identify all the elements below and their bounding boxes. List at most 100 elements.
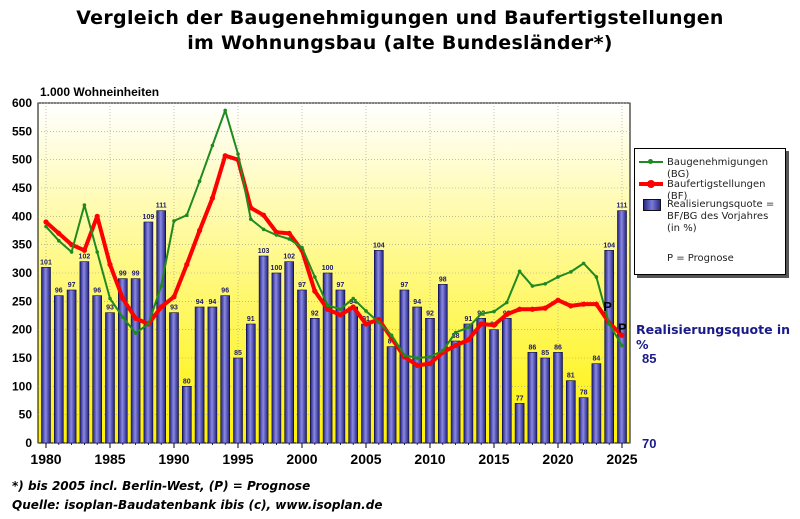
bf-point xyxy=(184,261,190,268)
bar-label: 99 xyxy=(132,271,140,278)
bar-label: 93 xyxy=(170,305,178,312)
legend-prognose: P = Prognose xyxy=(667,253,734,265)
bf-point xyxy=(81,247,87,253)
bar-label: 91 xyxy=(465,316,473,323)
bf-point xyxy=(158,304,164,310)
bf-point xyxy=(107,261,113,268)
bf-point xyxy=(478,321,484,327)
bar-label: 111 xyxy=(156,203,167,210)
bar xyxy=(514,403,525,444)
bar xyxy=(41,267,51,444)
bar-label: 94 xyxy=(209,299,217,306)
bg-point xyxy=(338,307,343,312)
bar xyxy=(348,306,359,444)
bar-label: 77 xyxy=(516,395,524,402)
legend-item-bf: Baufertigstellungen (BF) xyxy=(639,179,785,203)
bf-point xyxy=(286,230,292,236)
bg-point xyxy=(223,108,227,113)
bar xyxy=(92,295,102,444)
legend-label-bf: Baufertigstellungen (BF) xyxy=(667,179,766,202)
bg-point xyxy=(44,224,48,229)
bar-label: 92 xyxy=(426,310,434,317)
bf-point xyxy=(337,312,343,318)
y-tick-label: 150 xyxy=(12,351,32,365)
right-axis-label: Realisierungsquote in % xyxy=(636,322,791,352)
bg-point xyxy=(197,179,202,183)
y-tick-label: 50 xyxy=(19,408,33,422)
bg-point xyxy=(249,217,253,221)
right-tick-label: 85 xyxy=(642,351,656,366)
x-tick-label: 2010 xyxy=(414,451,445,467)
bar xyxy=(553,352,563,444)
bg-point xyxy=(287,237,292,241)
bar xyxy=(604,250,615,444)
bar-label: 81 xyxy=(567,373,575,380)
bar-label: 98 xyxy=(439,276,447,283)
bar xyxy=(246,323,256,444)
bg-point xyxy=(453,330,458,335)
chart-title: Vergleich der Baugenehmigungen und Baufe… xyxy=(0,6,800,56)
bg-point xyxy=(108,296,112,301)
bg-point xyxy=(146,322,151,326)
bf-point xyxy=(517,306,523,312)
bg-point xyxy=(479,312,484,316)
bar xyxy=(169,312,179,444)
y-tick-label: 100 xyxy=(12,379,32,393)
bar xyxy=(450,340,461,444)
bar-label: 85 xyxy=(234,350,242,357)
bar xyxy=(194,306,205,444)
bg-point xyxy=(300,245,304,250)
bg-point xyxy=(185,213,189,217)
bf-point xyxy=(171,294,177,300)
bg-point xyxy=(274,233,279,237)
bar-label: 78 xyxy=(580,390,588,397)
bar xyxy=(233,357,243,444)
right-tick-label: 70 xyxy=(642,436,656,451)
bar-label: 104 xyxy=(373,242,385,249)
bg-point xyxy=(492,309,496,314)
bf-point xyxy=(619,332,625,338)
bar-label: 100 xyxy=(271,265,283,272)
bg-point xyxy=(172,219,176,223)
bg-point xyxy=(620,343,624,348)
bg-line xyxy=(45,109,623,359)
bf-point xyxy=(133,315,139,321)
bg-point xyxy=(57,238,61,243)
bf-point xyxy=(568,303,574,309)
bar-label: 97 xyxy=(68,282,76,289)
bar xyxy=(130,278,141,444)
bg-point xyxy=(581,261,586,266)
bar xyxy=(501,318,512,444)
bar-label: 96 xyxy=(93,288,101,295)
bar xyxy=(309,318,320,444)
bg-point xyxy=(364,309,368,313)
bg-point xyxy=(159,284,163,288)
bg-point xyxy=(569,270,573,274)
bar xyxy=(437,284,448,444)
bf-point xyxy=(491,322,497,328)
bg-point xyxy=(607,322,611,326)
bar xyxy=(66,289,77,444)
bg-point xyxy=(543,281,547,286)
bg-point xyxy=(389,333,394,338)
y-tick-label: 200 xyxy=(12,323,32,337)
y-axis-label: 1.000 Wohneinheiten xyxy=(40,85,159,99)
bar xyxy=(373,250,384,444)
bar-label: 86 xyxy=(554,344,562,351)
bf-point xyxy=(94,213,100,219)
bg-point xyxy=(313,275,317,279)
bf-point xyxy=(363,321,369,327)
x-tick-label: 2000 xyxy=(286,451,317,467)
prognose-marker: P xyxy=(603,299,612,314)
bar xyxy=(412,306,423,444)
bar-label: 86 xyxy=(529,344,537,351)
bar-label: 99 xyxy=(119,271,127,278)
prognose-marker: P xyxy=(618,320,627,335)
bg-point xyxy=(415,356,420,360)
bar xyxy=(271,272,282,444)
bf-point xyxy=(120,295,126,302)
bar-label: 80 xyxy=(183,378,191,385)
bf-point xyxy=(593,301,600,307)
y-tick-label: 450 xyxy=(12,181,32,195)
